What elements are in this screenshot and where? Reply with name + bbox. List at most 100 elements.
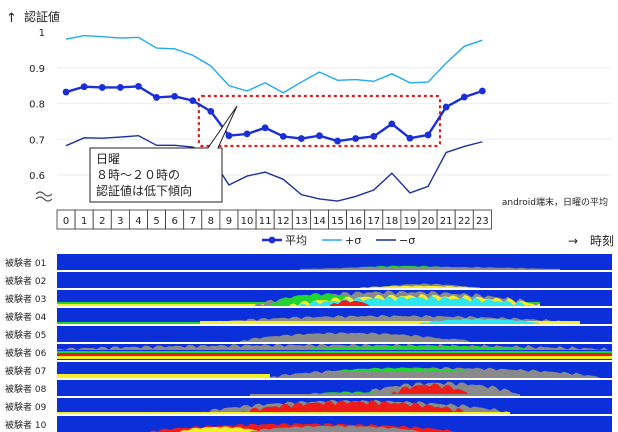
axis-break-mark bbox=[35, 191, 53, 202]
data-point bbox=[171, 92, 179, 100]
annotation-text: ８時～２０時の bbox=[96, 168, 180, 182]
data-point bbox=[225, 132, 233, 140]
x-tick-label: 2 bbox=[99, 216, 105, 227]
band-area bbox=[180, 426, 260, 432]
subject-label: 被験者 04 bbox=[5, 311, 47, 323]
subject-band: 被験者 08 bbox=[5, 380, 612, 398]
band-area bbox=[300, 345, 540, 350]
subject-label: 被験者 06 bbox=[5, 347, 47, 359]
x-tick-label: 8 bbox=[208, 216, 214, 227]
data-point bbox=[316, 132, 323, 140]
data-point bbox=[478, 87, 486, 95]
band-area bbox=[360, 285, 480, 288]
x-tick-label: 23 bbox=[476, 216, 489, 227]
band-strip bbox=[57, 374, 270, 378]
band-strip bbox=[57, 412, 510, 414]
subject-label: 被験者 07 bbox=[5, 365, 46, 377]
band-strip bbox=[250, 394, 520, 396]
x-tick-label: 9 bbox=[226, 216, 232, 227]
y-tick-label: 0.9 bbox=[29, 64, 45, 75]
data-point bbox=[243, 130, 251, 138]
x-tick-label: 7 bbox=[190, 216, 196, 227]
data-point bbox=[279, 132, 287, 140]
x-tick-label: 3 bbox=[117, 216, 123, 227]
data-point bbox=[460, 93, 468, 101]
band-area bbox=[390, 383, 470, 396]
x-tick-cell bbox=[472, 209, 492, 230]
x-tick-label: 19 bbox=[404, 216, 417, 227]
x-tick-label: 6 bbox=[171, 216, 177, 227]
x-tick-label: 11 bbox=[259, 216, 272, 227]
x-tick-label: 15 bbox=[331, 216, 344, 227]
data-point bbox=[424, 131, 432, 139]
subject-band: 被験者 02 bbox=[5, 272, 612, 290]
band-strip bbox=[57, 356, 612, 359]
data-point bbox=[98, 84, 106, 91]
subject-band: 被験者 03 bbox=[5, 290, 612, 308]
x-tick-label: 18 bbox=[385, 216, 398, 227]
data-point bbox=[442, 103, 450, 111]
data-point bbox=[370, 132, 378, 140]
band-area bbox=[240, 400, 470, 414]
subject-band: 被験者 09 bbox=[5, 398, 612, 416]
x-axis-label: 時刻 bbox=[590, 234, 614, 248]
subject-band: 被験者 04 bbox=[5, 308, 612, 326]
legend-label: 平均 bbox=[285, 234, 307, 247]
band-strip bbox=[57, 353, 612, 357]
series-line-plus-sigma bbox=[65, 34, 483, 94]
y-tick-label: 0.7 bbox=[29, 135, 45, 146]
y-tick-label: 1 bbox=[39, 28, 45, 39]
data-point bbox=[135, 82, 142, 90]
x-tick-label: 17 bbox=[367, 216, 380, 227]
annotation-text: 日曜 bbox=[96, 152, 120, 166]
data-point bbox=[207, 107, 215, 115]
band-background bbox=[57, 272, 612, 288]
band-area bbox=[440, 338, 470, 342]
x-tick-label: 0 bbox=[63, 216, 69, 227]
band-area bbox=[240, 332, 455, 342]
data-point bbox=[261, 124, 269, 132]
subject-label: 被験者 05 bbox=[5, 329, 46, 341]
band-strip bbox=[57, 322, 200, 324]
band-strip bbox=[200, 321, 580, 324]
data-point bbox=[153, 94, 160, 101]
subject-label: 被験者 02 bbox=[5, 275, 46, 287]
band-area bbox=[420, 318, 540, 324]
x-tick-label: 14 bbox=[313, 216, 326, 227]
band-strip bbox=[57, 351, 612, 353]
legend-label: +σ bbox=[345, 234, 361, 247]
data-point bbox=[80, 83, 88, 91]
x-tick-label: 20 bbox=[422, 216, 435, 227]
data-point bbox=[388, 120, 396, 128]
band-area bbox=[330, 300, 370, 306]
band-background bbox=[57, 254, 612, 270]
x-tick-label: 22 bbox=[458, 216, 471, 227]
data-point bbox=[116, 84, 124, 91]
x-tick-label: 5 bbox=[153, 216, 159, 227]
subject-band: 被験者 10 bbox=[5, 416, 612, 432]
x-tick-label: 13 bbox=[295, 216, 308, 227]
x-tick-label: 21 bbox=[440, 216, 453, 227]
data-point bbox=[334, 137, 341, 145]
x-tick-label: 16 bbox=[349, 216, 362, 227]
subject-label: 被験者 10 bbox=[5, 419, 47, 431]
band-area bbox=[270, 366, 600, 378]
subject-label: 被験者 08 bbox=[5, 383, 47, 395]
data-point bbox=[352, 135, 360, 142]
subject-band: 被験者 05 bbox=[5, 326, 612, 344]
subject-label: 被験者 03 bbox=[5, 293, 46, 305]
data-point bbox=[62, 88, 70, 96]
y-axis-label: 認証値 bbox=[24, 9, 60, 24]
annotation-callout bbox=[89, 105, 238, 203]
subject-label: 被験者 09 bbox=[5, 401, 47, 413]
legend-marker bbox=[268, 236, 276, 244]
legend-label: −σ bbox=[399, 234, 415, 247]
x-tick-label: 4 bbox=[135, 216, 141, 227]
x-tick-label: 12 bbox=[277, 216, 290, 227]
data-point bbox=[406, 134, 414, 142]
band-strip bbox=[300, 268, 560, 270]
subject-bands: 被験者 01 被験者 02 被験者 03 被験者 04 被験者 05 被験者 06 被験者 … bbox=[5, 254, 612, 432]
series-line-minus-sigma bbox=[65, 134, 483, 202]
